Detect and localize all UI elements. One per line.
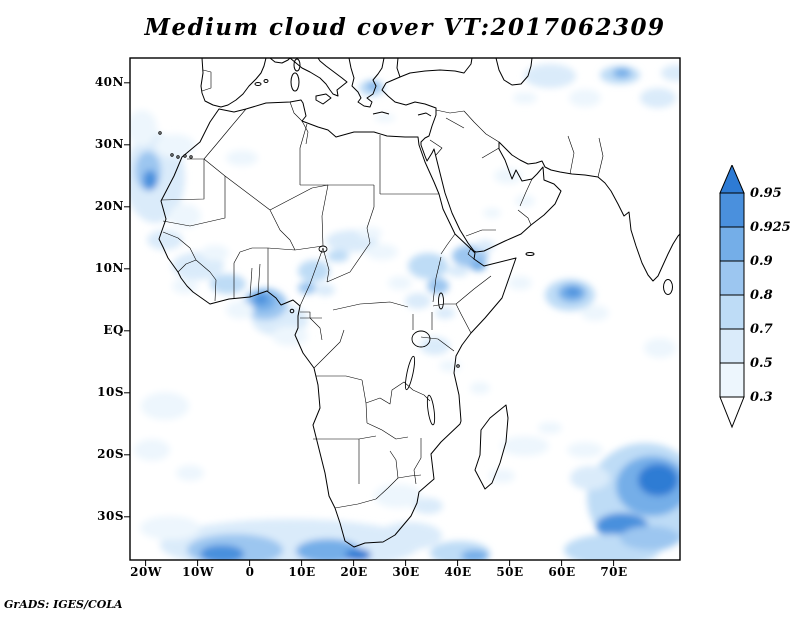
x-axis-label: 50E — [496, 565, 524, 579]
colorbar-label: 0.95 — [750, 186, 782, 201]
iran-india-coastline — [498, 141, 680, 282]
marmara-link — [385, 76, 401, 84]
greece-coastline — [348, 58, 385, 108]
x-axis-label: 20W — [130, 565, 162, 579]
colorbar-label: 0.5 — [750, 356, 773, 371]
corsica-outline — [293, 58, 301, 72]
zanzibar-island — [456, 364, 460, 368]
map-frame — [129, 57, 681, 561]
colorbar-segment — [719, 294, 745, 330]
colorbar-segment — [719, 328, 745, 364]
sicily-outline — [315, 93, 332, 105]
grads-attribution: GrADS: IGES/COLA — [4, 598, 123, 611]
crete-outline — [372, 111, 390, 115]
africa-coastline — [158, 99, 517, 548]
x-axis-label: 10E — [288, 565, 316, 579]
x-axis-label: 60E — [548, 565, 576, 579]
colorbar-segment — [719, 192, 745, 228]
x-axis-label: 20E — [340, 565, 368, 579]
colorbar-label: 0.8 — [750, 288, 773, 303]
country-borders — [160, 69, 604, 509]
x-axis-label: 10W — [182, 565, 214, 579]
y-axis-label: EQ — [103, 323, 124, 337]
gulf-of-lion-coastline — [269, 58, 291, 64]
socotra-outline — [525, 252, 535, 256]
lakes — [318, 245, 444, 426]
colorbar-arrow-top — [719, 165, 745, 194]
sardinia-outline — [290, 72, 300, 92]
bioko-outline — [289, 308, 295, 314]
balearic-island — [263, 79, 269, 83]
italy-coastline — [289, 58, 348, 97]
colorbar — [719, 165, 745, 429]
madagascar-outline — [474, 404, 509, 490]
colorbar-segment — [719, 226, 745, 262]
lake-malawi — [426, 394, 436, 426]
y-axis-label: 10S — [97, 385, 124, 399]
y-axis-label: 20S — [97, 447, 124, 461]
y-axis-label: 30S — [97, 509, 124, 523]
axis-ticks — [124, 82, 615, 566]
x-axis-label: 0 — [245, 565, 255, 579]
caspian-coastline — [495, 58, 533, 86]
map-canvas — [124, 57, 681, 566]
lake-tanganyika — [404, 355, 416, 391]
colorbar-label: 0.3 — [750, 390, 773, 405]
y-axis-label: 40N — [94, 75, 124, 89]
plot-title: Medium cloud cover VT:2017062309 — [144, 14, 666, 41]
madeira-island — [158, 131, 162, 135]
cyprus-outline — [417, 112, 432, 117]
x-axis-label: 40E — [444, 565, 472, 579]
canary-island — [189, 155, 193, 159]
x-axis-label: 70E — [600, 565, 628, 579]
canary-island — [176, 155, 180, 159]
colorbar-label: 0.9 — [750, 254, 773, 269]
arabia-levant-coastline — [381, 82, 562, 253]
balearic-island — [254, 82, 262, 86]
canary-island — [170, 153, 174, 157]
y-axis-label: 30N — [94, 137, 124, 151]
colorbar-label: 0.7 — [750, 322, 773, 337]
x-axis-label: 30E — [392, 565, 420, 579]
colorbar-segment — [719, 362, 745, 398]
y-axis-label: 10N — [94, 261, 124, 275]
sri-lanka-outline — [663, 279, 673, 295]
colorbar-arrow-bottom — [719, 396, 745, 429]
lake-victoria — [411, 330, 431, 348]
coastlines — [158, 58, 680, 548]
colorbar-label: 0.925 — [750, 220, 791, 235]
y-axis-label: 20N — [94, 199, 124, 213]
colorbar-segment — [719, 260, 745, 296]
lake-turkana — [438, 292, 444, 310]
cloud-shading-layer — [130, 64, 680, 560]
canary-island — [183, 154, 187, 158]
iberia-coastline — [200, 58, 267, 108]
black-sea-coastline — [396, 58, 473, 78]
